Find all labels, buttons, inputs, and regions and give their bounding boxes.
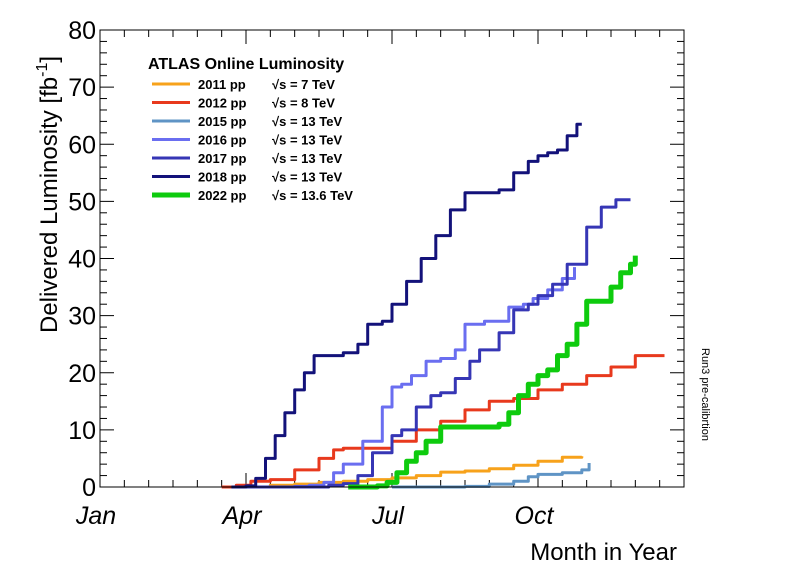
x-tick-label: Jan <box>75 502 116 530</box>
legend-series-energy: √s = 7 TeV <box>272 77 335 92</box>
y-tick-label: 0 <box>82 474 96 502</box>
series-line <box>348 255 638 490</box>
tick-labels: 0 10 20 30 40 50 60 70 80 Jan Apr Jul Oct <box>68 17 554 530</box>
legend-series-energy: √s = 8 TeV <box>272 96 335 111</box>
y-tick-label: 30 <box>68 303 96 331</box>
axis-ticks <box>99 29 685 488</box>
x-tick-label: Oct <box>515 502 555 530</box>
legend-series-energy: √s = 13 TeV <box>272 151 342 166</box>
y-tick-label: 70 <box>68 74 96 102</box>
y-tick-label: 20 <box>68 360 96 388</box>
series-layer <box>221 122 665 490</box>
legend: ATLAS Online Luminosity 2011 pp √s = 7 Te… <box>148 56 353 203</box>
y-tick-label: 80 <box>68 17 96 45</box>
series-line <box>246 198 631 489</box>
legend-series-name: 2015 pp <box>198 114 246 129</box>
y-axis-title: Delivered Luminosity [fb-1] <box>34 56 63 333</box>
legend-series-energy: √s = 13 TeV <box>272 170 342 185</box>
y-tick-label: 50 <box>68 188 96 216</box>
y-tick-label: 60 <box>68 131 96 159</box>
side-note: Run3 pre-calibrtion <box>699 348 711 441</box>
x-axis-title: Month in Year <box>530 539 677 566</box>
series-line <box>221 354 665 489</box>
plot-frame <box>99 29 685 488</box>
x-tick-label: Apr <box>221 502 264 530</box>
legend-series-name: 2016 pp <box>198 133 246 148</box>
legend-series-name: 2017 pp <box>198 151 246 166</box>
y-tick-label: 10 <box>68 417 96 445</box>
legend-series-name: 2012 pp <box>198 96 246 111</box>
legend-series-name: 2011 pp <box>198 77 246 92</box>
legend-title: ATLAS Online Luminosity <box>148 56 344 73</box>
series-line <box>231 122 582 489</box>
y-tick-label: 40 <box>68 246 96 274</box>
legend-series-name: 2018 pp <box>198 170 246 185</box>
legend-series-name: 2022 pp <box>198 188 246 203</box>
x-tick-label: Jul <box>371 502 405 530</box>
legend-series-energy: √s = 13 TeV <box>272 114 342 129</box>
legend-series-energy: √s = 13 TeV <box>272 133 342 148</box>
legend-series-energy: √s = 13.6 TeV <box>272 188 353 203</box>
